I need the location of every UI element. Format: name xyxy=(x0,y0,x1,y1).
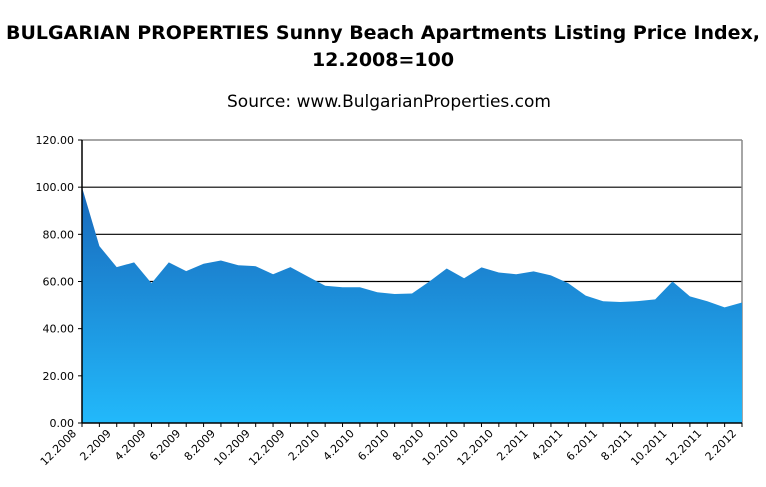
x-tick-label: 12.2009 xyxy=(246,427,287,468)
y-tick-label: 100.00 xyxy=(36,181,75,194)
price-index-area xyxy=(82,187,742,423)
y-tick-label: 0.00 xyxy=(50,417,75,430)
x-tick-label: 6.2011 xyxy=(564,427,600,463)
x-tick-label: 6.2009 xyxy=(147,427,183,463)
x-tick-label: 2.2012 xyxy=(703,427,739,463)
x-tick-label: 10.2009 xyxy=(211,427,252,468)
x-tick-label: 12.2011 xyxy=(663,427,704,468)
x-tick-label: 2.2009 xyxy=(77,427,113,463)
x-tick-label: 2.2011 xyxy=(494,427,530,463)
x-tick-label: 2.2010 xyxy=(286,427,322,463)
x-tick-label: 10.2011 xyxy=(628,427,669,468)
x-tick-label: 4.2009 xyxy=(112,427,148,463)
x-tick-label: 12.2010 xyxy=(455,427,496,468)
y-tick-label: 20.00 xyxy=(43,370,75,383)
x-tick-label: 12.2008 xyxy=(38,427,79,468)
chart-title: BULGARIAN PROPERTIES Sunny Beach Apartme… xyxy=(6,22,760,71)
y-tick-label: 80.00 xyxy=(43,228,75,241)
chart-subtitle: Source: www.BulgarianProperties.com xyxy=(227,92,551,112)
y-tick-label: 60.00 xyxy=(43,276,75,289)
x-tick-label: 4.2011 xyxy=(529,427,565,463)
y-tick-label: 40.00 xyxy=(43,323,75,336)
y-tick-label: 120.00 xyxy=(36,134,75,147)
x-tick-label: 6.2010 xyxy=(355,427,391,463)
x-tick-label: 4.2010 xyxy=(321,427,357,463)
x-tick-label: 10.2010 xyxy=(420,427,461,468)
